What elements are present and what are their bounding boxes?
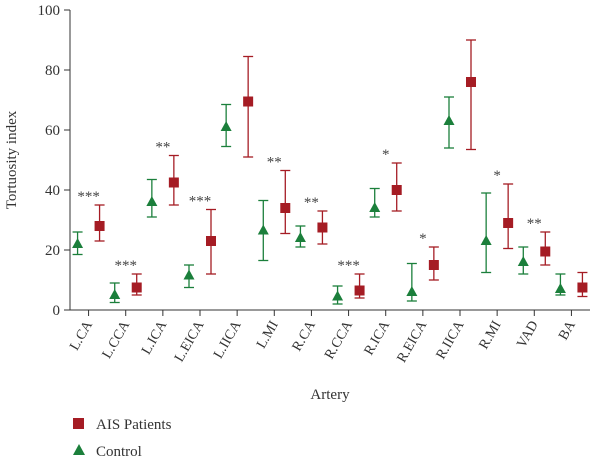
ais-point [354, 285, 365, 296]
control-point [220, 121, 232, 131]
data-markers [72, 77, 588, 301]
ais-point [503, 218, 514, 228]
x-axis-title: Artery [310, 387, 350, 403]
control-point [332, 290, 344, 301]
legend-control-label: Control [96, 444, 142, 460]
ais-point [206, 236, 216, 246]
x-tick-label: BA [556, 318, 579, 343]
x-tick-label: R.MI [477, 318, 505, 352]
y-tick-label: 20 [45, 243, 60, 259]
y-axis-title: Tortuosity index [4, 110, 20, 209]
ais-point [94, 221, 105, 231]
significance-label: * [493, 168, 501, 184]
control-point [294, 232, 306, 242]
control-point [406, 286, 418, 296]
x-tick-label: L.ICA [139, 318, 171, 358]
x-tick-label: L.EICA [172, 318, 208, 365]
ais-point [168, 177, 179, 188]
error-bars [72, 39, 588, 305]
significance-labels: *********************** [77, 140, 541, 275]
significance-label: * [382, 147, 390, 163]
x-tick-label: L.CA [67, 318, 96, 354]
ais-point [577, 282, 588, 293]
control-point [554, 283, 566, 293]
x-tick-label: VAD [514, 319, 541, 351]
control-point [257, 224, 269, 235]
control-point [109, 289, 121, 299]
x-tick-label: R.IICA [434, 318, 468, 362]
x-tick-label: R.ICA [362, 318, 394, 358]
ais-point [391, 185, 402, 195]
legend: AIS Patients Control [73, 417, 172, 460]
ais-point [466, 77, 476, 87]
control-point [369, 202, 381, 212]
y-tick-label: 80 [45, 63, 60, 79]
control-point [72, 238, 84, 248]
significance-label: *** [337, 258, 360, 274]
legend-ais-marker [73, 418, 84, 429]
y-axis: 0 20 40 60 80 100 [38, 3, 71, 319]
control-point [146, 196, 158, 206]
ais-point [428, 260, 439, 270]
legend-ais-label: AIS Patients [96, 417, 172, 433]
control-point [443, 115, 455, 125]
significance-label: * [419, 231, 427, 247]
ais-point [131, 282, 142, 293]
x-tick-label: L.IICA [211, 318, 245, 362]
significance-label: *** [189, 194, 212, 210]
control-point [517, 256, 529, 266]
significance-label: *** [77, 189, 100, 205]
x-tick-label: L.MI [254, 318, 282, 351]
y-tick-label: 40 [45, 183, 60, 199]
significance-label: ** [527, 216, 542, 232]
x-tick-label: R.EICA [395, 318, 431, 366]
ais-point [243, 96, 254, 107]
significance-label: ** [304, 195, 319, 211]
ais-point [317, 222, 328, 233]
x-tick-label: L.CCA [100, 318, 134, 362]
significance-label: ** [267, 155, 282, 171]
y-tick-label: 0 [53, 303, 61, 319]
control-point [183, 269, 195, 280]
significance-label: ** [155, 140, 170, 156]
control-point [480, 235, 492, 245]
ais-point [540, 246, 551, 257]
x-tick-label: R.CA [290, 318, 320, 354]
x-tick-label: R.CCA [322, 318, 356, 362]
y-tick-label: 60 [45, 123, 60, 139]
x-axis: L.CA L.CCA L.ICA L.EICA L.IICA L.MI R.CA R.CCA R… [67, 309, 590, 366]
y-tick-label: 100 [38, 3, 61, 19]
legend-control-marker [73, 444, 85, 455]
ais-point [280, 203, 291, 213]
significance-label: *** [114, 258, 137, 274]
